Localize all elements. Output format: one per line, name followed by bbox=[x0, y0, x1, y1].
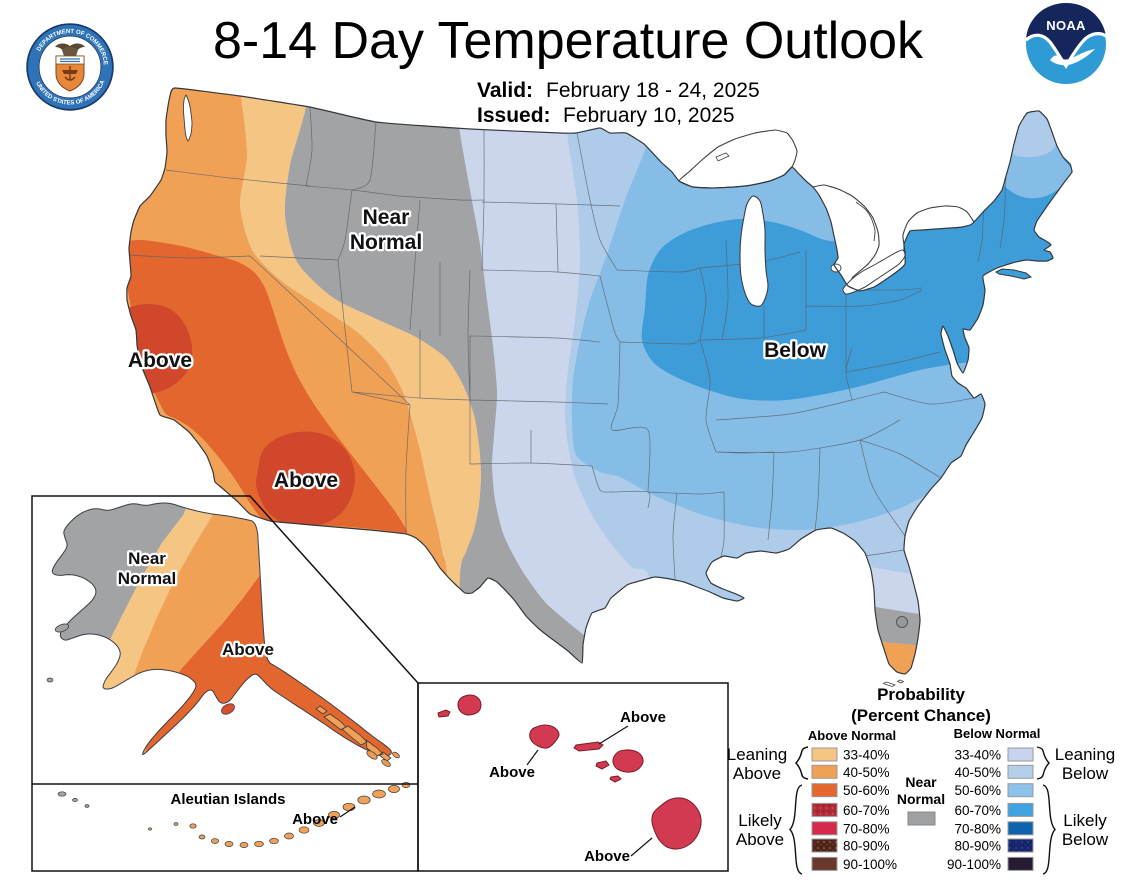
svg-text:40-50%: 40-50% bbox=[843, 765, 890, 780]
svg-text:8-14 Day Temperature Outlook: 8-14 Day Temperature Outlook bbox=[213, 12, 924, 70]
svg-text:Normal: Normal bbox=[118, 569, 177, 588]
svg-text:Below: Below bbox=[1062, 830, 1109, 849]
svg-text:Above: Above bbox=[292, 811, 338, 828]
svg-text:Near: Near bbox=[128, 549, 166, 568]
svg-text:Above: Above bbox=[489, 764, 535, 781]
svg-text:(Percent Chance): (Percent Chance) bbox=[851, 706, 991, 725]
svg-text:February 10, 2025: February 10, 2025 bbox=[563, 104, 735, 127]
svg-text:Likely: Likely bbox=[738, 811, 782, 830]
svg-text:Near: Near bbox=[363, 206, 410, 229]
svg-text:50-60%: 50-60% bbox=[843, 783, 890, 798]
svg-text:80-90%: 80-90% bbox=[843, 839, 890, 854]
svg-text:33-40%: 33-40% bbox=[843, 748, 890, 763]
svg-text:70-80%: 70-80% bbox=[843, 821, 890, 836]
svg-text:90-100%: 90-100% bbox=[843, 857, 897, 872]
svg-text:60-70%: 60-70% bbox=[843, 803, 890, 818]
svg-text:33-40%: 33-40% bbox=[954, 748, 1001, 763]
svg-text:Valid:: Valid: bbox=[477, 79, 533, 102]
svg-text:90-100%: 90-100% bbox=[947, 857, 1001, 872]
svg-text:NOAA: NOAA bbox=[1046, 18, 1086, 33]
svg-text:Likely: Likely bbox=[1063, 811, 1107, 830]
svg-text:Normal: Normal bbox=[350, 231, 422, 254]
svg-text:Normal: Normal bbox=[897, 791, 945, 807]
svg-text:70-80%: 70-80% bbox=[954, 821, 1001, 836]
svg-text:Above: Above bbox=[274, 469, 338, 492]
svg-text:Above: Above bbox=[736, 830, 784, 849]
svg-text:Above: Above bbox=[222, 640, 274, 659]
svg-text:Above: Above bbox=[733, 764, 781, 783]
svg-text:40-50%: 40-50% bbox=[954, 765, 1001, 780]
svg-text:Above: Above bbox=[620, 709, 666, 726]
svg-text:Issued:: Issued: bbox=[477, 104, 551, 127]
svg-text:Probability: Probability bbox=[877, 685, 965, 704]
svg-text:Below: Below bbox=[1062, 764, 1109, 783]
svg-text:Aleutian Islands: Aleutian Islands bbox=[170, 791, 285, 808]
svg-text:Above: Above bbox=[128, 349, 192, 372]
svg-text:Near: Near bbox=[905, 774, 937, 790]
svg-text:Below: Below bbox=[764, 339, 827, 362]
svg-text:80-90%: 80-90% bbox=[954, 839, 1001, 854]
svg-text:Above: Above bbox=[584, 848, 630, 865]
svg-text:50-60%: 50-60% bbox=[954, 783, 1001, 798]
svg-text:Leaning: Leaning bbox=[1055, 745, 1116, 764]
svg-text:Above Normal: Above Normal bbox=[808, 728, 896, 743]
svg-text:Below Normal: Below Normal bbox=[954, 726, 1041, 741]
svg-text:February 18 - 24, 2025: February 18 - 24, 2025 bbox=[546, 79, 760, 102]
svg-text:60-70%: 60-70% bbox=[954, 803, 1001, 818]
svg-text:Leaning: Leaning bbox=[727, 745, 788, 764]
